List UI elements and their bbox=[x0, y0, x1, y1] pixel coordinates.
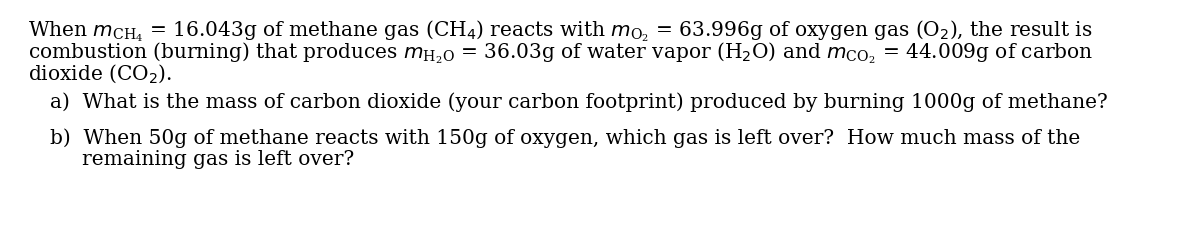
Text: dioxide (CO$_2$).: dioxide (CO$_2$). bbox=[28, 62, 173, 84]
Text: a)  What is the mass of carbon dioxide (your carbon footprint) produced by burni: a) What is the mass of carbon dioxide (y… bbox=[50, 92, 1108, 112]
Text: b)  When 50g of methane reacts with 150g of oxygen, which gas is left over?  How: b) When 50g of methane reacts with 150g … bbox=[50, 128, 1080, 148]
Text: When $\mathit{m}_{\mathregular{CH_4}}$ = 16.043g of methane gas (CH$_4$) reacts : When $\mathit{m}_{\mathregular{CH_4}}$ =… bbox=[28, 18, 1092, 44]
Text: remaining gas is left over?: remaining gas is left over? bbox=[82, 150, 354, 169]
Text: combustion (burning) that produces $\mathit{m}_{\mathregular{H_2O}}$ = 36.03g of: combustion (burning) that produces $\mat… bbox=[28, 40, 1093, 66]
